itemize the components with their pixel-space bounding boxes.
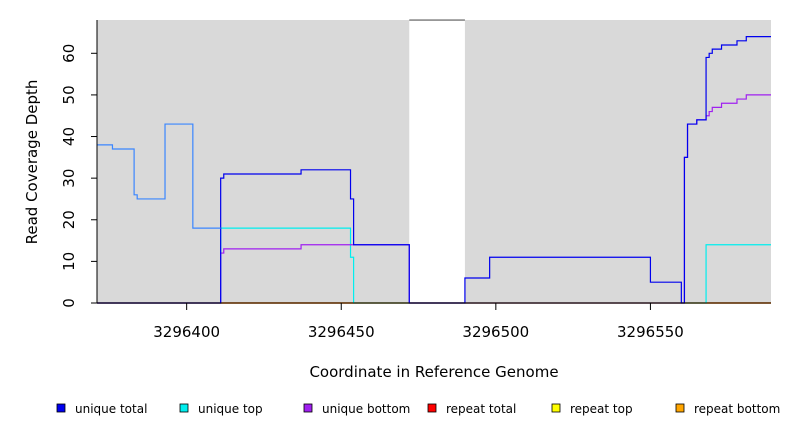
x-tick-label: 3296400 xyxy=(153,323,220,341)
legend-label: repeat top xyxy=(570,402,633,416)
legend-label: repeat bottom xyxy=(694,402,780,416)
x-tick-label: 3296550 xyxy=(617,323,684,341)
unshaded-region xyxy=(409,21,465,303)
y-axis-title: Read Coverage Depth xyxy=(23,80,41,245)
legend-swatch xyxy=(427,403,437,413)
y-tick-label: 20 xyxy=(60,210,78,229)
legend-label: unique bottom xyxy=(322,402,410,416)
legend-label: repeat total xyxy=(446,402,516,416)
x-tick-label: 3296500 xyxy=(462,323,529,341)
legend-label: unique top xyxy=(198,402,263,416)
y-tick-label: 10 xyxy=(60,252,78,271)
legend-label: unique total xyxy=(75,402,147,416)
y-tick-label: 50 xyxy=(60,85,78,104)
plot-background xyxy=(97,19,771,303)
legend-swatch xyxy=(303,403,313,413)
legend-swatch xyxy=(179,403,189,413)
legend: unique total unique top unique bottom repea… xyxy=(56,402,780,416)
x-axis-title: Coordinate in Reference Genome xyxy=(309,363,558,381)
legend-swatch xyxy=(56,403,66,413)
legend-swatch xyxy=(551,403,561,413)
series-line-unique-total xyxy=(97,36,771,304)
series-line-overlay xyxy=(97,123,221,229)
y-tick-label: 0 xyxy=(60,298,78,308)
axes-layer: 0 10 20 30 40 50 60 3296400 3296450 3296500 329655… xyxy=(60,20,771,341)
y-tick-label: 40 xyxy=(60,127,78,146)
y-tick-label: 60 xyxy=(60,44,78,63)
x-tick-label: 3296450 xyxy=(308,323,375,341)
legend-swatch xyxy=(675,403,685,413)
y-tick-label: 30 xyxy=(60,169,78,188)
